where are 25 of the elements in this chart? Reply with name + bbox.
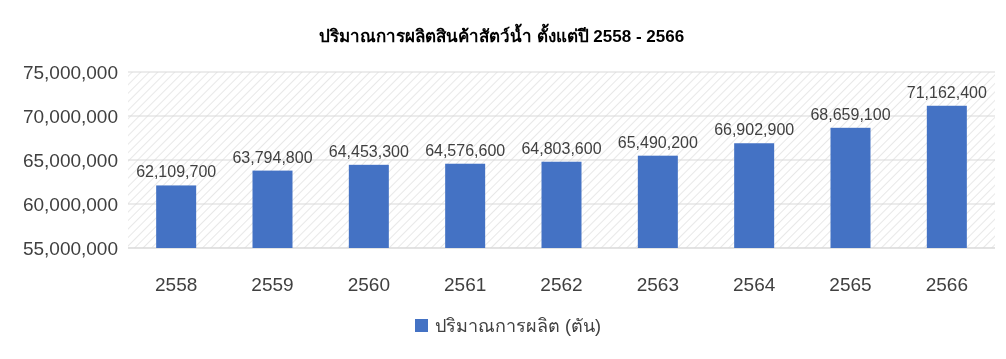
data-label: 64,803,600	[521, 139, 602, 157]
x-tick-label: 2565	[829, 274, 872, 295]
data-label: 64,576,600	[425, 141, 506, 159]
x-tick-label: 2558	[155, 274, 198, 295]
x-tick-label: 2562	[540, 274, 583, 295]
chart-title: ปริมาณการผลิตสินค้าสัตว์น้ำ ตั้งแต่ปี 2558 - 2566	[318, 23, 685, 46]
data-label: 63,794,800	[232, 148, 313, 166]
y-tick-label: 65,000,000	[22, 150, 118, 171]
x-tick-label: 2561	[444, 274, 487, 295]
data-label: 71,162,400	[906, 83, 987, 101]
x-tick-label: 2559	[251, 274, 294, 295]
y-tick-label: 70,000,000	[22, 106, 118, 127]
y-tick-label: 75,000,000	[22, 62, 118, 83]
x-tick-label: 2563	[636, 274, 679, 295]
x-tick-label: 2560	[347, 274, 390, 295]
data-label: 62,109,700	[136, 163, 217, 181]
x-tick-label: 2564	[733, 274, 776, 295]
data-label: 68,659,100	[810, 105, 891, 123]
y-tick-label: 55,000,000	[22, 238, 118, 259]
y-tick-label: 60,000,000	[22, 194, 118, 215]
data-label: 66,902,900	[714, 121, 795, 139]
legend-label: ปริมาณการผลิต (ตัน)	[435, 316, 601, 336]
data-label: 64,453,300	[328, 142, 409, 160]
x-tick-label: 2566	[925, 274, 968, 295]
data-label: 65,490,200	[617, 133, 698, 151]
